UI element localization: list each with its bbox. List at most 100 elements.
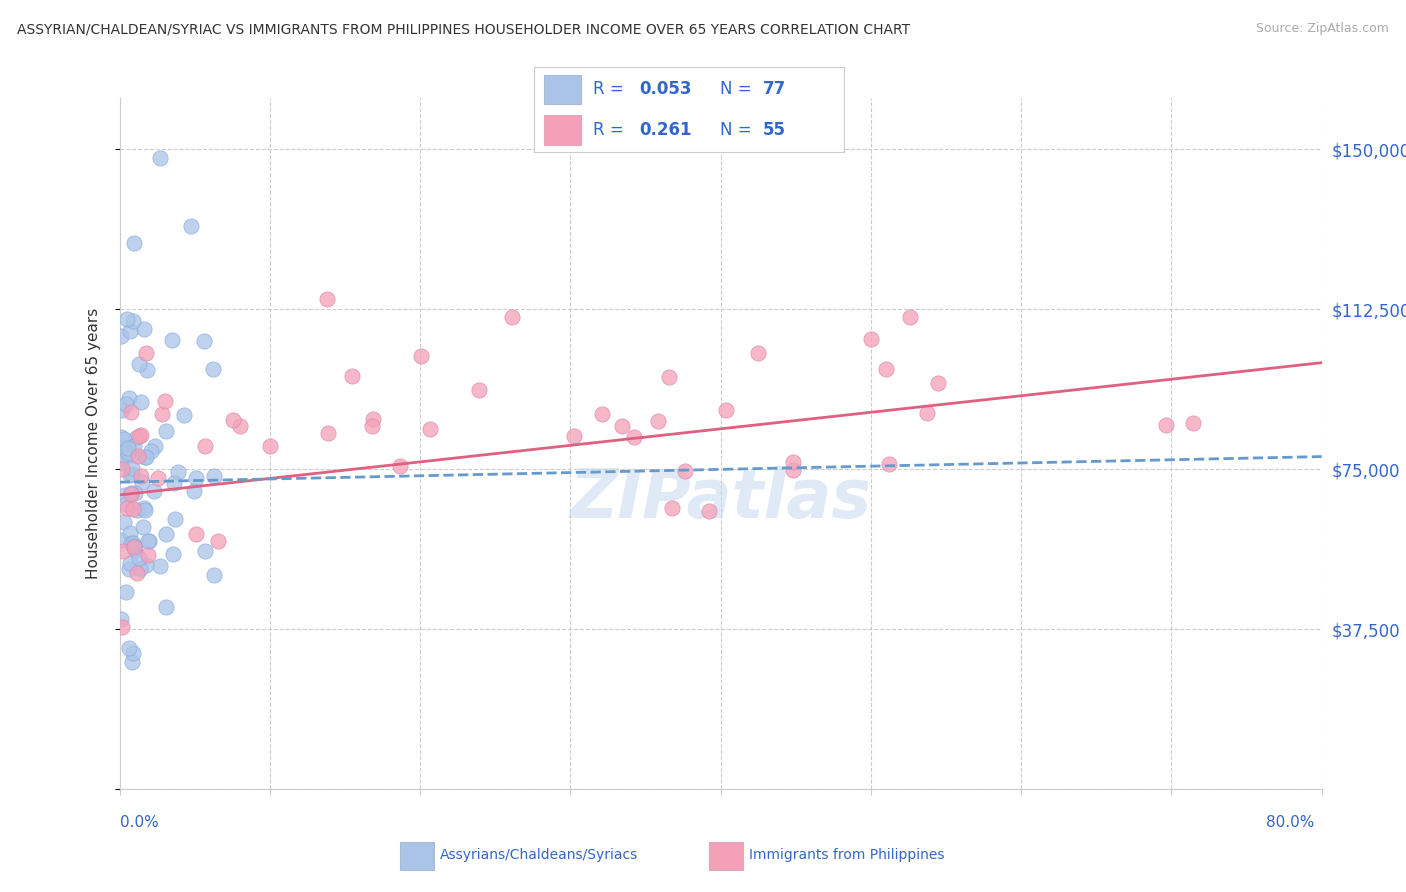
Y-axis label: Householder Income Over 65 years: Householder Income Over 65 years [86, 308, 101, 580]
Point [118, 557, 141, 571]
Text: 0.053: 0.053 [640, 80, 692, 98]
Point [155, 424, 177, 438]
Point [714, 403, 737, 417]
Point [193, 334, 215, 348]
Point [153, 393, 176, 408]
Point [697, 504, 720, 518]
Point [316, 426, 339, 441]
Point [122, 540, 145, 554]
Point [129, 561, 152, 575]
Point [135, 450, 157, 464]
Point [127, 449, 149, 463]
Point [591, 407, 613, 421]
Point [877, 457, 900, 471]
FancyBboxPatch shape [544, 75, 581, 104]
Point [111, 620, 134, 634]
Point [202, 567, 225, 582]
Point [859, 332, 882, 346]
Point [782, 463, 804, 477]
Text: 0.0%: 0.0% [120, 815, 159, 830]
Point [125, 566, 148, 580]
Point [122, 539, 145, 553]
Point [117, 445, 139, 459]
Point [134, 503, 156, 517]
Point [114, 584, 136, 599]
Point [112, 516, 135, 530]
Point [562, 428, 585, 442]
Point [132, 520, 155, 534]
Point [229, 418, 252, 433]
Point [128, 357, 150, 371]
Point [222, 413, 245, 427]
Point [135, 362, 157, 376]
Point [315, 292, 337, 306]
Point [134, 450, 156, 464]
Point [111, 462, 134, 476]
Point [120, 536, 142, 550]
Point [121, 655, 143, 669]
Point [117, 391, 139, 405]
Point [135, 346, 157, 360]
Text: 0.261: 0.261 [640, 120, 692, 138]
Point [138, 533, 160, 548]
Point [184, 527, 207, 541]
Text: Source: ZipAtlas.com: Source: ZipAtlas.com [1256, 22, 1389, 36]
Point [110, 328, 132, 343]
Text: ZIPatlas: ZIPatlas [569, 467, 872, 532]
Point [122, 314, 145, 328]
Point [160, 333, 183, 347]
Point [120, 404, 142, 418]
Point [115, 498, 138, 512]
Point [162, 547, 184, 561]
Point [915, 406, 938, 420]
Point [124, 486, 146, 500]
Point [134, 321, 156, 335]
Point [115, 500, 138, 515]
Point [131, 428, 153, 442]
Point [112, 432, 135, 446]
Point [110, 533, 132, 547]
Point [898, 310, 921, 324]
Text: Immigrants from Philippines: Immigrants from Philippines [749, 847, 945, 862]
Point [419, 422, 441, 436]
FancyBboxPatch shape [399, 842, 434, 870]
Point [389, 459, 412, 474]
Point [661, 500, 683, 515]
Point [658, 370, 681, 384]
Point [121, 467, 143, 482]
Point [122, 536, 145, 550]
Point [143, 483, 166, 498]
Point [259, 440, 281, 454]
Point [167, 466, 190, 480]
Point [173, 408, 195, 422]
Point [127, 503, 149, 517]
Point [120, 486, 142, 500]
Point [340, 368, 363, 383]
Point [118, 641, 141, 656]
Point [207, 533, 229, 548]
Point [184, 471, 207, 485]
Text: 77: 77 [763, 80, 786, 98]
Text: R =: R = [593, 120, 624, 138]
Point [122, 438, 145, 452]
Point [121, 647, 143, 661]
Point [112, 440, 135, 454]
Point [501, 310, 523, 325]
Point [128, 429, 150, 443]
Point [1154, 417, 1177, 432]
Point [110, 430, 132, 444]
Text: Assyrians/Chaldeans/Syriacs: Assyrians/Chaldeans/Syriacs [440, 847, 638, 862]
Text: 55: 55 [763, 120, 786, 138]
Text: ASSYRIAN/CHALDEAN/SYRIAC VS IMMIGRANTS FROM PHILIPPINES HOUSEHOLDER INCOME OVER : ASSYRIAN/CHALDEAN/SYRIAC VS IMMIGRANTS F… [17, 22, 910, 37]
Point [143, 439, 166, 453]
Text: N =: N = [720, 80, 751, 98]
Point [201, 362, 224, 376]
Point [149, 151, 172, 165]
Point [1182, 416, 1205, 430]
Point [120, 486, 142, 500]
Point [162, 475, 184, 490]
Point [194, 439, 217, 453]
Point [149, 559, 172, 574]
Point [136, 533, 159, 548]
Point [180, 219, 202, 234]
